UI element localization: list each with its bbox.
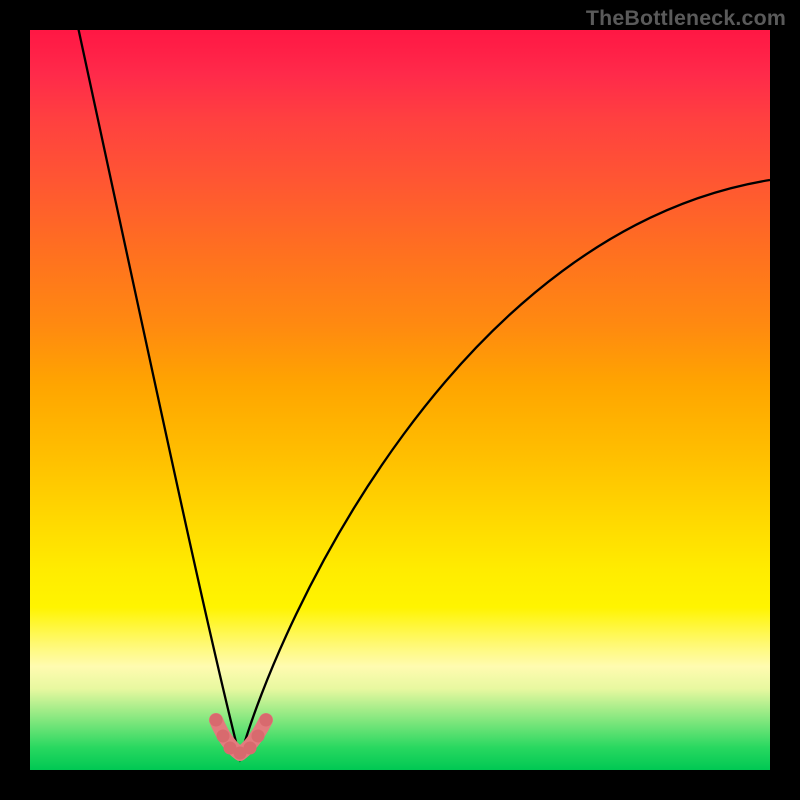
valley-dot bbox=[217, 730, 230, 743]
watermark-text: TheBottleneck.com bbox=[586, 6, 786, 31]
curve-layer bbox=[30, 30, 770, 770]
valley-dot bbox=[210, 714, 223, 727]
chart-canvas: TheBottleneck.com bbox=[0, 0, 800, 800]
valley-dot bbox=[244, 742, 257, 755]
bottleneck-curve bbox=[70, 30, 770, 758]
valley-dots bbox=[210, 714, 273, 760]
valley-dot bbox=[260, 714, 273, 727]
plot-area bbox=[30, 30, 770, 770]
valley-dot bbox=[252, 730, 265, 743]
